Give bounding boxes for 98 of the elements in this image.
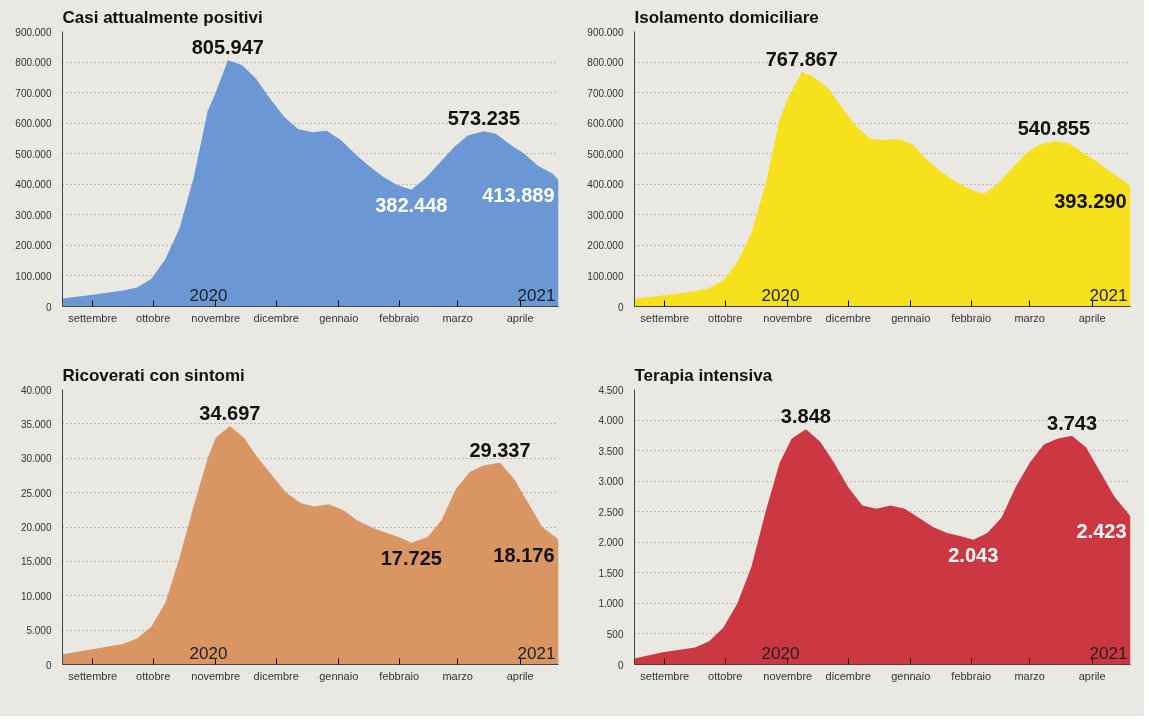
chart-title: Casi attualmente positivi [62,7,263,27]
x-tick-label: gennaio [891,311,931,324]
y-tick-label: 600.000 [15,118,52,130]
annotation: 2021 [517,643,556,663]
annotation: 2021 [517,285,556,305]
x-tick-label: dicembre [825,669,871,682]
y-tick-label: 3.000 [598,476,624,488]
y-tick-label: 900.000 [15,26,52,38]
annotation: 2.423 [1076,520,1127,543]
x-tick-label: aprile [506,311,534,324]
x-tick-label: ottobre [136,311,171,324]
annotation: 3.743 [1047,411,1098,434]
annotation: 18.176 [493,543,555,566]
annotation: 2020 [761,285,800,305]
x-tick-label: novembre [191,669,241,682]
x-tick-label: marzo [442,669,473,682]
annotation: 2021 [1089,643,1128,663]
y-tick-label: 100.000 [15,270,52,282]
y-tick-label: 600.000 [587,118,624,130]
y-tick-label: 25.000 [20,487,52,499]
y-tick-label: 400.000 [15,179,52,191]
y-tick-label: 4.500 [598,384,624,396]
y-tick-label: 700.000 [587,87,624,99]
y-tick-label: 500.000 [587,148,624,160]
x-tick-label: settembre [68,311,118,324]
y-tick-label: 100.000 [587,270,624,282]
y-tick-label: 1.000 [598,598,624,610]
y-tick-label: 800.000 [587,57,624,69]
x-tick-label: aprile [506,669,534,682]
annotation: 2.043 [948,543,999,566]
x-tick-label: gennaio [891,669,931,682]
y-tick-label: 0 [617,301,624,313]
y-tick-label: 40.000 [20,384,52,396]
x-tick-label: gennaio [319,669,359,682]
y-tick-label: 0 [45,301,52,313]
y-tick-label: 700.000 [15,87,52,99]
annotation: 573.235 [447,107,521,130]
y-tick-label: 200.000 [587,240,624,252]
x-tick-label: marzo [1014,311,1045,324]
x-tick-label: febbraio [379,311,420,324]
annotation: 2020 [189,643,228,663]
y-tick-label: 2.000 [598,537,624,549]
y-tick-label: 5.000 [26,625,52,637]
annotation: 2021 [1089,285,1128,305]
chart-title: Ricoverati con sintomi [62,365,245,385]
y-tick-label: 1.500 [598,567,624,579]
y-tick-label: 20.000 [20,522,52,533]
annotation: 382.448 [375,193,448,216]
x-tick-label: settembre [68,669,118,682]
x-tick-label: dicembre [253,669,299,682]
annotation: 17.725 [380,546,442,569]
annotation: 2020 [761,643,800,663]
x-tick-label: gennaio [319,311,359,324]
y-tick-label: 500 [606,628,624,640]
x-tick-label: febbraio [951,669,992,682]
x-tick-label: dicembre [825,311,871,324]
x-tick-label: marzo [442,311,473,324]
x-tick-label: ottobre [136,669,171,682]
x-tick-label: marzo [1014,669,1045,682]
y-tick-label: 10.000 [20,590,52,602]
y-tick-label: 400.000 [587,179,624,191]
y-tick-label: 30.000 [20,453,52,465]
y-tick-label: 35.000 [20,418,52,430]
annotation: 393.290 [1054,190,1127,213]
y-tick-label: 4.000 [598,415,624,427]
y-tick-label: 200.000 [15,240,52,252]
annotation: 2020 [189,285,228,305]
annotation: 767.867 [765,47,838,70]
annotation: 540.855 [1017,117,1091,140]
x-tick-label: settembre [640,669,690,682]
chart-title: Isolamento domiciliare [634,7,819,27]
annotation: 29.337 [469,438,531,461]
annotation: 3.848 [780,405,831,428]
chart-title: Terapia intensiva [634,365,773,385]
x-tick-label: aprile [1078,311,1106,324]
x-tick-label: novembre [763,311,813,324]
y-tick-label: 800.000 [15,57,52,69]
annotation: 34.697 [199,401,261,424]
x-tick-label: ottobre [708,311,743,324]
y-tick-label: 0 [45,659,52,671]
x-tick-label: settembre [640,311,690,324]
y-tick-label: 15.000 [20,556,52,568]
x-tick-label: novembre [763,669,813,682]
annotation: 805.947 [191,36,264,59]
x-tick-label: novembre [191,311,241,324]
y-tick-label: 2.500 [598,506,624,518]
x-tick-label: febbraio [379,669,420,682]
x-tick-label: febbraio [951,311,992,324]
x-tick-label: ottobre [708,669,743,682]
y-tick-label: 0 [617,659,624,671]
y-tick-label: 500.000 [15,148,52,160]
annotation: 413.889 [482,184,555,207]
y-tick-label: 300.000 [15,209,52,221]
x-tick-label: aprile [1078,669,1106,682]
x-tick-label: dicembre [253,311,299,324]
y-tick-label: 900.000 [587,26,624,38]
y-tick-label: 3.500 [598,445,624,457]
y-tick-label: 300.000 [587,209,624,221]
